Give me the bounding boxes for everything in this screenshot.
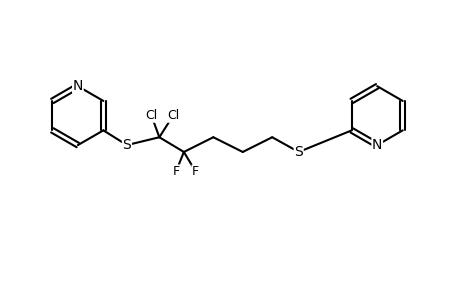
Text: Cl: Cl — [145, 109, 157, 122]
Text: N: N — [73, 79, 83, 93]
Text: Cl: Cl — [167, 109, 179, 122]
Text: F: F — [172, 165, 179, 178]
Text: N: N — [371, 138, 381, 152]
Text: S: S — [294, 145, 302, 159]
Text: F: F — [192, 165, 199, 178]
Text: S: S — [122, 138, 131, 152]
